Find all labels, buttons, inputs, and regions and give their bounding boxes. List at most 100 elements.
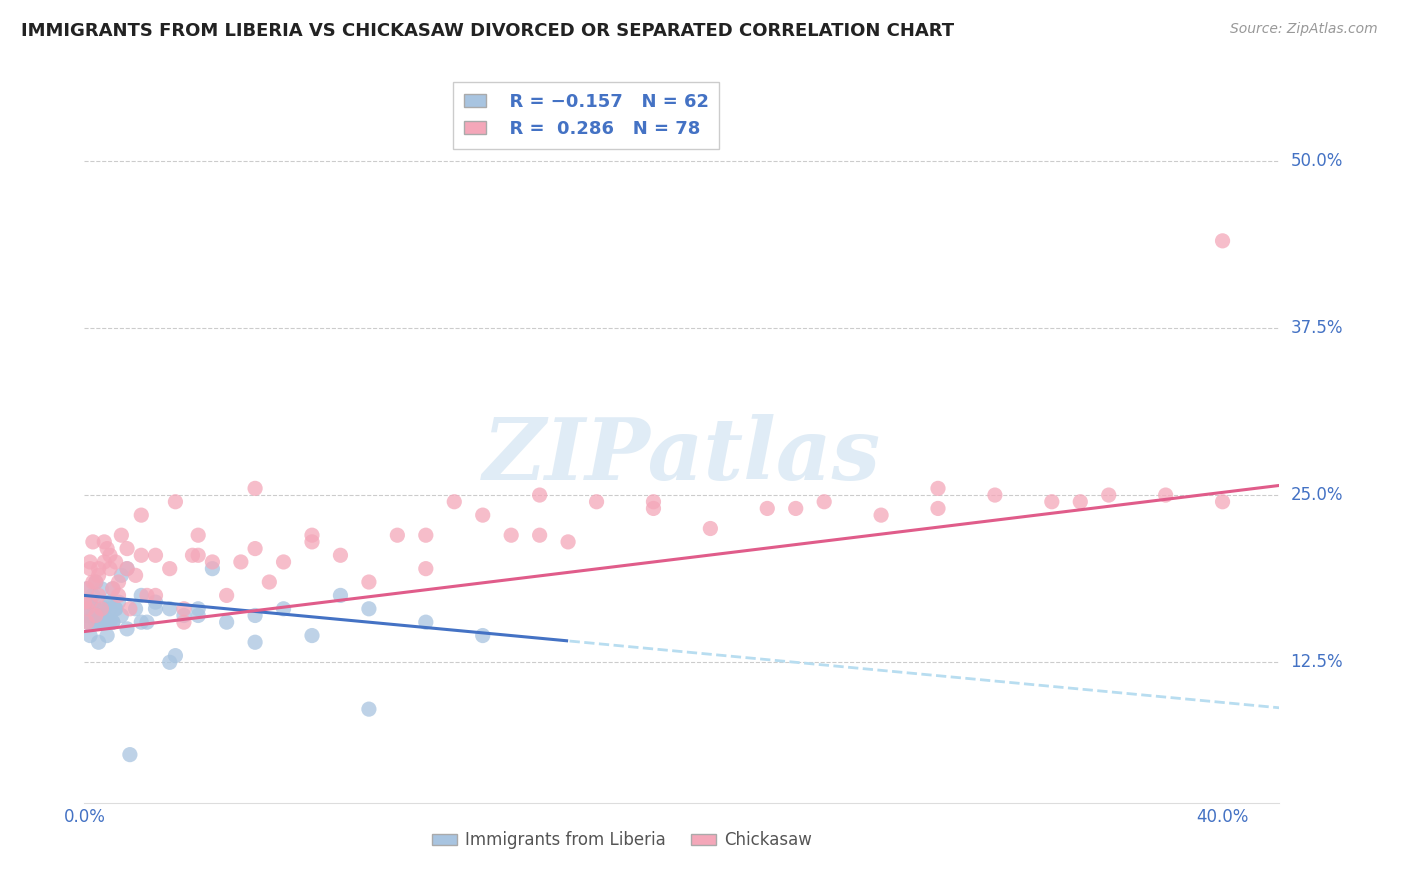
Point [529, 528, 551, 542]
Point [104, 555, 127, 569]
Text: 12.5%: 12.5% [1291, 653, 1343, 672]
Point [301, 534, 323, 549]
Point [93, 555, 115, 569]
Point [82, 608, 104, 623]
Text: IMMIGRANTS FROM LIBERIA VS CHICKASAW DIVORCED OR SEPARATED CORRELATION CHART: IMMIGRANTS FROM LIBERIA VS CHICKASAW DIV… [21, 22, 955, 40]
Point [118, 602, 141, 616]
Point [124, 568, 146, 582]
Point [1098, 488, 1121, 502]
Point [104, 602, 127, 616]
Point [201, 562, 224, 576]
Point [243, 635, 266, 649]
Point [1212, 234, 1234, 248]
Point [357, 702, 380, 716]
Point [76, 582, 98, 596]
Point [110, 528, 132, 542]
Point [87, 589, 110, 603]
Point [79, 555, 101, 569]
Point [471, 629, 494, 643]
Text: 25.0%: 25.0% [1291, 486, 1343, 504]
Point [87, 568, 110, 582]
Point [415, 562, 437, 576]
Point [813, 494, 835, 508]
Point [136, 615, 159, 630]
Point [187, 602, 209, 616]
Point [159, 602, 181, 616]
Point [73, 602, 96, 616]
Point [79, 615, 101, 630]
Point [101, 582, 124, 596]
Point [110, 568, 132, 582]
Point [118, 747, 141, 762]
Point [84, 615, 107, 630]
Legend: Immigrants from Liberia, Chickasaw: Immigrants from Liberia, Chickasaw [426, 824, 818, 856]
Point [84, 602, 107, 616]
Text: 37.5%: 37.5% [1291, 318, 1343, 337]
Point [756, 501, 779, 516]
Text: ZIPatlas: ZIPatlas [482, 414, 882, 498]
Point [98, 595, 121, 609]
Point [415, 528, 437, 542]
Point [87, 615, 110, 630]
Point [329, 548, 352, 563]
Point [159, 562, 181, 576]
Point [107, 589, 129, 603]
Point [82, 589, 104, 603]
Point [243, 482, 266, 496]
Point [927, 482, 949, 496]
Point [173, 608, 195, 623]
Point [115, 562, 138, 576]
Point [229, 555, 252, 569]
Point [101, 615, 124, 630]
Point [301, 629, 323, 643]
Point [90, 608, 112, 623]
Point [96, 541, 118, 556]
Point [90, 602, 112, 616]
Point [415, 615, 437, 630]
Point [585, 494, 607, 508]
Point [93, 608, 115, 623]
Point [181, 548, 204, 563]
Point [215, 615, 238, 630]
Point [73, 595, 96, 609]
Point [87, 608, 110, 623]
Point [187, 548, 209, 563]
Point [145, 602, 167, 616]
Point [557, 534, 579, 549]
Point [215, 589, 238, 603]
Point [76, 608, 98, 623]
Point [79, 562, 101, 576]
Point [79, 595, 101, 609]
Point [173, 615, 195, 630]
Point [84, 575, 107, 590]
Point [501, 528, 523, 542]
Point [165, 648, 187, 663]
Point [98, 548, 121, 563]
Point [243, 608, 266, 623]
Point [79, 595, 101, 609]
Point [82, 575, 104, 590]
Point [357, 602, 380, 616]
Point [1069, 494, 1091, 508]
Point [82, 595, 104, 609]
Point [84, 575, 107, 590]
Point [443, 494, 465, 508]
Point [84, 608, 107, 623]
Point [785, 501, 807, 516]
Point [243, 541, 266, 556]
Point [87, 635, 110, 649]
Point [145, 548, 167, 563]
Point [387, 528, 409, 542]
Point [110, 608, 132, 623]
Point [145, 589, 167, 603]
Point [699, 521, 721, 535]
Point [115, 622, 138, 636]
Point [159, 655, 181, 669]
Point [129, 548, 152, 563]
Point [87, 562, 110, 576]
Point [173, 602, 195, 616]
Point [82, 534, 104, 549]
Point [96, 595, 118, 609]
Point [90, 615, 112, 630]
Point [329, 589, 352, 603]
